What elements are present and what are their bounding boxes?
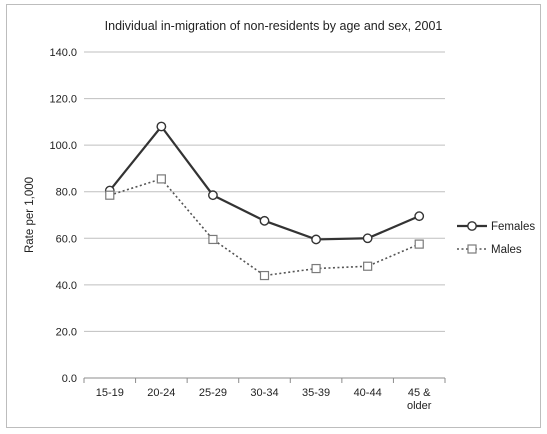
y-tick-label: 80.0 — [56, 187, 77, 199]
x-tick-label: 35-39 — [302, 387, 330, 399]
y-tick-label: 100.0 — [49, 140, 77, 152]
data-point-males — [363, 261, 373, 271]
x-tick-label: 20-24 — [147, 387, 175, 399]
data-point-females — [259, 215, 270, 226]
data-point-males — [105, 190, 115, 200]
data-point-females — [156, 121, 167, 132]
chart-title: Individual in-migration of non-residents… — [104, 19, 443, 33]
y-tick-label: 60.0 — [56, 233, 77, 245]
legend: Females Males — [457, 221, 535, 256]
data-point-females — [414, 211, 425, 222]
x-tick-label: 30-34 — [250, 387, 278, 399]
data-point-males — [311, 263, 321, 274]
legend-label-males: Males — [491, 244, 522, 256]
data-point-females — [208, 190, 218, 201]
series-line-males — [109, 177, 420, 277]
x-tick-label: 40-44 — [354, 387, 382, 399]
series-layer — [104, 121, 425, 281]
x-tick-label: 15-19 — [96, 387, 124, 399]
x-tick-label: 45 & — [408, 387, 431, 399]
data-point-males — [208, 234, 218, 245]
y-tick-label: 40.0 — [56, 280, 77, 292]
axes: 0.0 20.0 40.0 60.0 80.0 100.0 120.0 140.0 15-19 2… — [49, 47, 446, 412]
y-tick-label: 140.0 — [49, 47, 77, 59]
x-tick-label: 25-29 — [199, 387, 227, 399]
data-point-females — [311, 234, 321, 245]
data-point-females — [362, 233, 373, 244]
y-tick-label: 20.0 — [56, 326, 77, 338]
data-point-males — [414, 239, 424, 249]
y-tick-label: 120.0 — [49, 94, 77, 106]
legend-label-females: Females — [491, 221, 535, 233]
data-point-males — [259, 270, 270, 281]
chart-frame — [6, 4, 541, 428]
y-tick-label: 0.0 — [62, 373, 77, 385]
y-axis-label: Rate per 1,000 — [24, 177, 36, 253]
legend-marker-males — [467, 244, 477, 254]
gridlines — [84, 51, 445, 332]
data-point-males — [156, 174, 166, 184]
legend-marker-females — [467, 221, 477, 231]
x-tick-label: older — [407, 400, 432, 412]
